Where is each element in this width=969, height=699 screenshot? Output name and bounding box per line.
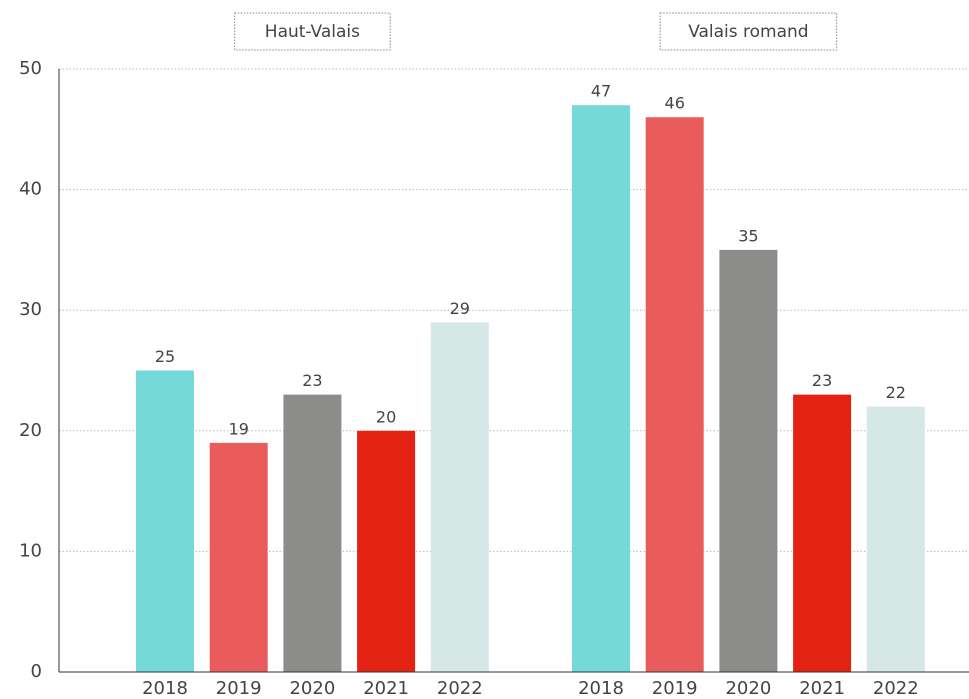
bar [283, 394, 342, 672]
bar [866, 406, 925, 672]
x-tick-label: 2022 [437, 678, 483, 699]
x-tick-label: 2020 [725, 678, 771, 699]
bar [209, 442, 268, 672]
bar [430, 322, 489, 672]
bar [645, 117, 704, 673]
value-label: 29 [450, 299, 470, 318]
x-tick-label: 2022 [873, 678, 919, 699]
x-tick-label: 2021 [363, 678, 409, 699]
panel-title: Valais romand [688, 22, 808, 42]
value-label: 23 [302, 371, 322, 390]
x-tick-label: 2018 [578, 678, 624, 699]
y-tick-label: 40 [19, 179, 42, 200]
bar [793, 394, 852, 672]
panel-title-box [234, 12, 391, 51]
value-label: 46 [665, 94, 685, 113]
bar [719, 249, 778, 672]
bar [357, 430, 416, 672]
y-tick-label: 50 [19, 58, 42, 79]
x-tick-label: 2019 [652, 678, 698, 699]
x-tick-label: 2019 [216, 678, 262, 699]
y-tick-label: 0 [31, 661, 42, 682]
y-tick-label: 10 [19, 540, 42, 561]
y-tick-label: 30 [19, 299, 42, 320]
value-label: 23 [812, 371, 832, 390]
bar [572, 105, 630, 673]
value-label: 22 [886, 383, 906, 402]
value-label: 25 [155, 347, 175, 366]
value-label: 20 [376, 407, 396, 426]
value-label: 47 [591, 82, 611, 101]
x-tick-label: 2020 [289, 678, 335, 699]
bar [136, 370, 194, 672]
value-label: 19 [229, 419, 249, 438]
panel-title: Haut-Valais [265, 22, 360, 42]
x-tick-label: 2021 [799, 678, 845, 699]
panel-title-box [659, 12, 838, 51]
value-label: 35 [738, 226, 758, 245]
y-tick-label: 20 [19, 420, 42, 441]
x-tick-label: 2018 [142, 678, 188, 699]
